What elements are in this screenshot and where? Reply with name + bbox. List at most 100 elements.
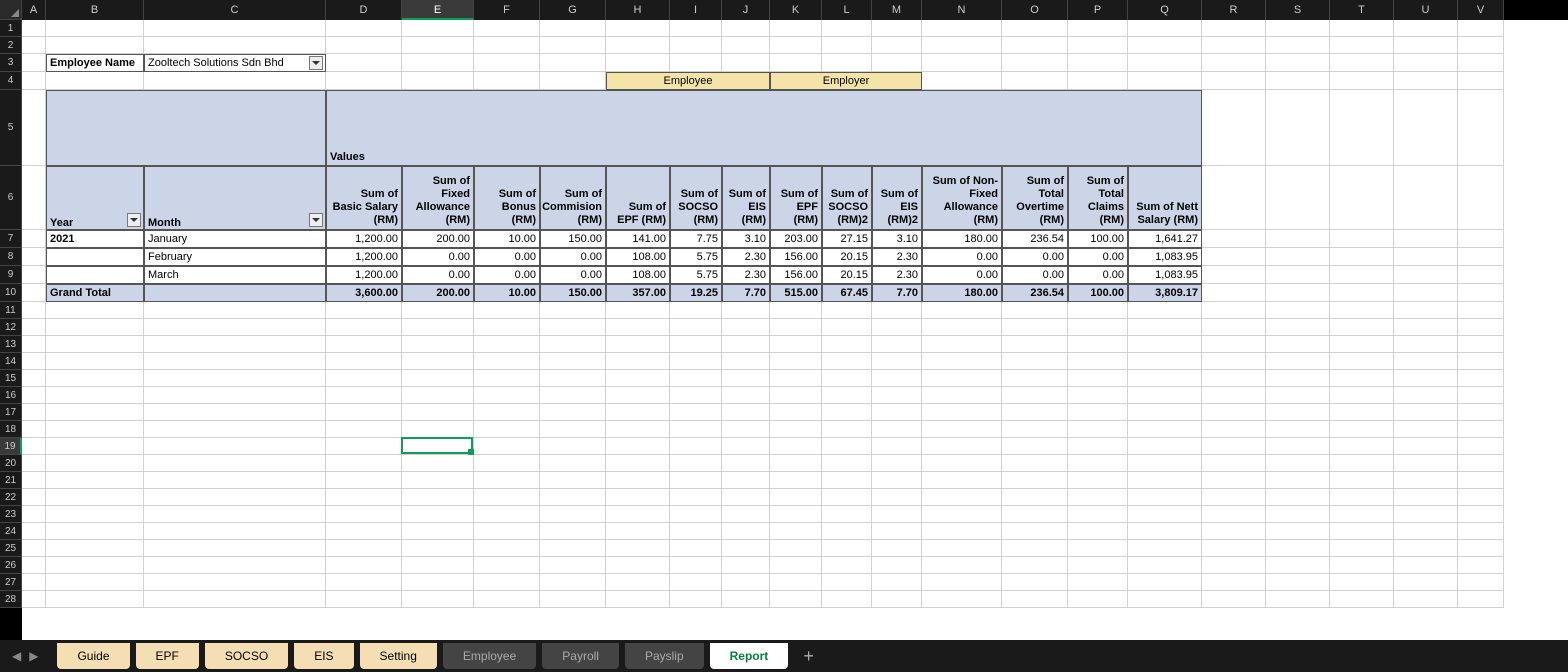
col-header-T[interactable]: T <box>1330 0 1394 20</box>
employer-group-header[interactable]: Employer <box>770 72 922 90</box>
data-2-12[interactable]: 0.00 <box>1068 266 1128 284</box>
data-1-4[interactable]: 108.00 <box>606 248 670 266</box>
row-header-4[interactable]: 4 <box>0 72 22 90</box>
col-header-o[interactable]: Sum of Total Overtime (RM) <box>1002 166 1068 230</box>
total-4[interactable]: 357.00 <box>606 284 670 302</box>
data-0-12[interactable]: 100.00 <box>1068 230 1128 248</box>
data-2-0[interactable]: 1,200.00 <box>326 266 402 284</box>
data-0-1[interactable]: 200.00 <box>402 230 474 248</box>
row-header-16[interactable]: 16 <box>0 387 22 404</box>
col-header-I[interactable]: I <box>670 0 722 20</box>
sheet-tab-guide[interactable]: Guide <box>57 643 129 669</box>
employee-name-label[interactable]: Employee Name <box>46 54 144 72</box>
data-0-0[interactable]: 1,200.00 <box>326 230 402 248</box>
row-header-9[interactable]: 9 <box>0 266 22 284</box>
data-2-10[interactable]: 0.00 <box>922 266 1002 284</box>
sheet-tab-payroll[interactable]: Payroll <box>542 643 619 669</box>
row-header-28[interactable]: 28 <box>0 591 22 608</box>
col-header-S[interactable]: S <box>1266 0 1330 20</box>
total-13[interactable]: 3,809.17 <box>1128 284 1202 302</box>
col-header-V[interactable]: V <box>1458 0 1504 20</box>
data-0-2[interactable]: 10.00 <box>474 230 540 248</box>
data-1-10[interactable]: 0.00 <box>922 248 1002 266</box>
col-header-P[interactable]: P <box>1068 0 1128 20</box>
row-header-13[interactable]: 13 <box>0 336 22 353</box>
select-all-corner[interactable] <box>0 0 22 20</box>
values-label[interactable]: Values <box>326 90 1202 166</box>
row-header-19[interactable]: 19 <box>0 438 22 455</box>
sheet-tab-setting[interactable]: Setting <box>360 643 437 669</box>
data-1-0[interactable]: 1,200.00 <box>326 248 402 266</box>
col-header-m[interactable]: Sum of EIS (RM)2 <box>872 166 922 230</box>
row-header-21[interactable]: 21 <box>0 472 22 489</box>
col-header-p[interactable]: Sum of Total Claims (RM) <box>1068 166 1128 230</box>
employee-name-value[interactable]: Zooltech Solutions Sdn Bhd <box>144 54 326 72</box>
data-1-7[interactable]: 156.00 <box>770 248 822 266</box>
sheet-tab-epf[interactable]: EPF <box>136 643 199 669</box>
data-1-2[interactable]: 0.00 <box>474 248 540 266</box>
row-header-11[interactable]: 11 <box>0 302 22 319</box>
data-1-8[interactable]: 20.15 <box>822 248 872 266</box>
data-1-1[interactable]: 0.00 <box>402 248 474 266</box>
col-header-O[interactable]: O <box>1002 0 1068 20</box>
employee-filter-icon[interactable] <box>309 56 323 70</box>
col-header-k[interactable]: Sum of EPF (RM) <box>770 166 822 230</box>
total-3[interactable]: 150.00 <box>540 284 606 302</box>
total-6[interactable]: 7.70 <box>722 284 770 302</box>
row-header-24[interactable]: 24 <box>0 523 22 540</box>
data-2-7[interactable]: 156.00 <box>770 266 822 284</box>
data-0-4[interactable]: 141.00 <box>606 230 670 248</box>
sheet-tab-payslip[interactable]: Payslip <box>625 643 704 669</box>
row-header-8[interactable]: 8 <box>0 248 22 266</box>
add-sheet-button[interactable]: + <box>791 646 826 667</box>
row-header-7[interactable]: 7 <box>0 230 22 248</box>
row-header-10[interactable]: 10 <box>0 284 22 302</box>
row-header-6[interactable]: 6 <box>0 166 22 230</box>
data-0-10[interactable]: 180.00 <box>922 230 1002 248</box>
col-header-i[interactable]: Sum of SOCSO (RM) <box>670 166 722 230</box>
col-header-U[interactable]: U <box>1394 0 1458 20</box>
row-header-18[interactable]: 18 <box>0 421 22 438</box>
row-header-23[interactable]: 23 <box>0 506 22 523</box>
data-2-3[interactable]: 0.00 <box>540 266 606 284</box>
col-header-M[interactable]: M <box>872 0 922 20</box>
col-header-K[interactable]: K <box>770 0 822 20</box>
row-header-14[interactable]: 14 <box>0 353 22 370</box>
month-header[interactable]: Month <box>144 166 326 230</box>
row-header-3[interactable]: 3 <box>0 54 22 72</box>
row-header-1[interactable]: 1 <box>0 20 22 37</box>
data-2-9[interactable]: 2.30 <box>872 266 922 284</box>
col-header-C[interactable]: C <box>144 0 326 20</box>
total-9[interactable]: 7.70 <box>872 284 922 302</box>
row-header-17[interactable]: 17 <box>0 404 22 421</box>
data-0-13[interactable]: 1,641.27 <box>1128 230 1202 248</box>
month-january[interactable]: January <box>144 230 326 248</box>
row-header-20[interactable]: 20 <box>0 455 22 472</box>
data-1-5[interactable]: 5.75 <box>670 248 722 266</box>
col-header-A[interactable]: A <box>22 0 46 20</box>
data-0-6[interactable]: 3.10 <box>722 230 770 248</box>
data-1-11[interactable]: 0.00 <box>1002 248 1068 266</box>
data-0-8[interactable]: 27.15 <box>822 230 872 248</box>
data-2-2[interactable]: 0.00 <box>474 266 540 284</box>
grand-total-label[interactable]: Grand Total <box>46 284 144 302</box>
row-header-15[interactable]: 15 <box>0 370 22 387</box>
col-header-g[interactable]: Sum of Commision (RM) <box>540 166 606 230</box>
data-0-3[interactable]: 150.00 <box>540 230 606 248</box>
employee-group-header[interactable]: Employee <box>606 72 770 90</box>
row-header-25[interactable]: 25 <box>0 540 22 557</box>
col-header-B[interactable]: B <box>46 0 144 20</box>
row-header-27[interactable]: 27 <box>0 574 22 591</box>
row-header-2[interactable]: 2 <box>0 37 22 54</box>
data-2-4[interactable]: 108.00 <box>606 266 670 284</box>
row-header-26[interactable]: 26 <box>0 557 22 574</box>
sheet-tab-employee[interactable]: Employee <box>443 643 536 669</box>
col-header-d[interactable]: Sum of Basic Salary (RM) <box>326 166 402 230</box>
month-march[interactable]: March <box>144 266 326 284</box>
col-header-N[interactable]: N <box>922 0 1002 20</box>
data-0-9[interactable]: 3.10 <box>872 230 922 248</box>
data-1-13[interactable]: 1,083.95 <box>1128 248 1202 266</box>
total-8[interactable]: 67.45 <box>822 284 872 302</box>
col-header-E[interactable]: E <box>402 0 474 20</box>
col-header-H[interactable]: H <box>606 0 670 20</box>
